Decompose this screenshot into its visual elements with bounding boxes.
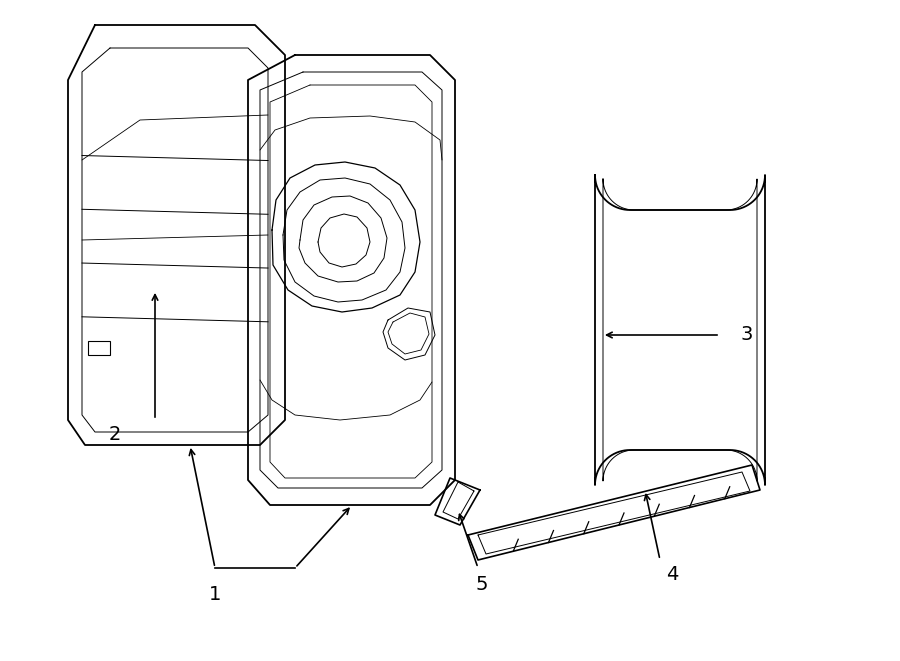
Text: 4: 4 [666,566,679,584]
Bar [88,341,110,355]
Text: 3: 3 [740,325,752,344]
Text: 1: 1 [209,586,221,605]
Text: 2: 2 [109,426,122,444]
Text: 5: 5 [476,576,488,594]
